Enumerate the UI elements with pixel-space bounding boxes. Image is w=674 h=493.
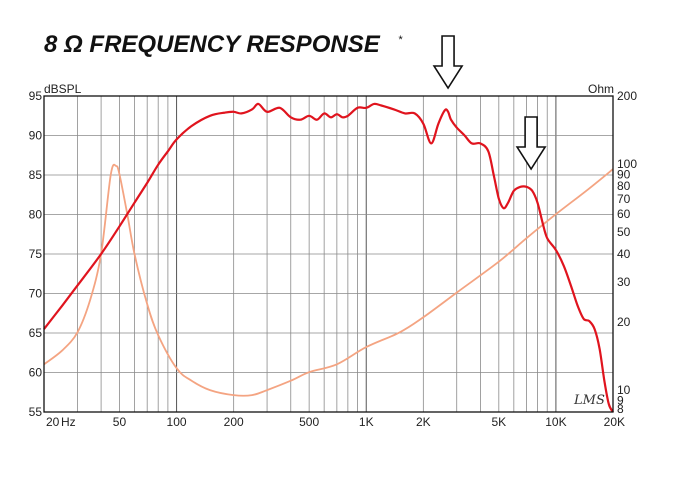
tick-labels: 20 50 100 200 500 1K 2K 5K 10K 20KHz9590858075706… <box>29 89 638 429</box>
x-tick-label: 50 <box>113 415 127 429</box>
y2-tick-label: 80 <box>617 179 631 193</box>
x-tick-label: 20K <box>604 415 625 429</box>
y2-tick-label: 8 <box>617 402 624 416</box>
y2-tick-label: 9 <box>617 393 624 407</box>
x-tick-label: 500 <box>299 415 319 429</box>
spl-curve <box>43 102 614 413</box>
y-tick-label: 80 <box>29 208 43 222</box>
x-unit-label: Hz <box>61 415 76 429</box>
annotations <box>432 35 547 171</box>
x-tick-label: 5K <box>491 415 506 429</box>
y-tick-label: 75 <box>29 247 43 261</box>
plot-frame <box>43 95 614 413</box>
y2-tick-label: 40 <box>617 247 631 261</box>
y2-tick-label: 100 <box>617 157 637 171</box>
y2-tick-label: 200 <box>617 89 637 103</box>
y2-tick-label: 60 <box>617 207 631 221</box>
x-tick-label: 20 <box>46 415 60 429</box>
y-tick-label: 55 <box>29 405 43 419</box>
y2-tick-label: 20 <box>617 315 631 329</box>
watermark: LMS <box>573 393 605 408</box>
x-tick-label: 2K <box>416 415 431 429</box>
y-axis-label-left: dBSPL <box>44 82 82 96</box>
y-axis-label-right: Ohm <box>588 82 614 96</box>
x-tick-label: 10K <box>545 415 566 429</box>
down-arrow-annotation <box>432 35 464 90</box>
x-tick-label: 200 <box>224 415 244 429</box>
y-tick-label: 60 <box>29 366 43 380</box>
y2-tick-label: 50 <box>617 225 631 239</box>
impedance-curve <box>43 163 614 397</box>
x-tick-label: 1K <box>359 415 374 429</box>
down-arrow-annotation <box>515 116 547 171</box>
y-tick-label: 90 <box>29 129 43 143</box>
series <box>43 102 614 413</box>
y2-tick-label: 70 <box>617 192 631 206</box>
y2-tick-label: 90 <box>617 167 631 181</box>
y2-tick-label: 10 <box>617 383 631 397</box>
chart-title: 8 Ω FREQUENCY RESPONSE <box>44 31 381 58</box>
y-tick-label: 85 <box>29 168 43 182</box>
y-tick-label: 95 <box>29 89 43 103</box>
y2-tick-label: 30 <box>617 275 631 289</box>
grid <box>44 96 613 412</box>
x-tick-label: 100 <box>167 415 187 429</box>
chart-title-asterisk: * <box>398 34 403 46</box>
y-tick-label: 70 <box>29 287 43 301</box>
y-tick-label: 65 <box>29 326 43 340</box>
